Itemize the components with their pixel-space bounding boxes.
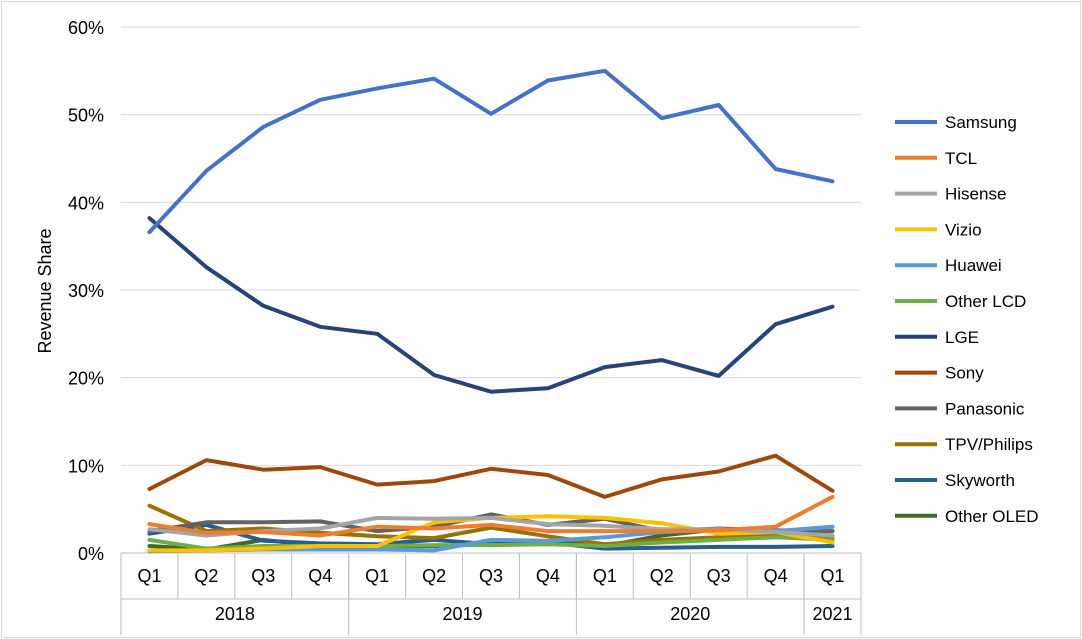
legend-label: Sony	[945, 364, 984, 383]
series-line-tpv-philips	[147, 503, 835, 547]
year-label: 2018	[215, 604, 255, 624]
y-tick-label: 10%	[68, 456, 104, 476]
series-line-sony	[147, 453, 835, 499]
legend: Samsung TCL Hisense Vizio Huawei Other LCD LGE…	[895, 113, 1039, 526]
legend-label: LGE	[945, 328, 979, 347]
legend-label: Hisense	[945, 185, 1006, 204]
x-tick-label: Q4	[308, 566, 332, 586]
x-tick-label: Q4	[764, 566, 788, 586]
y-tick-label: 0%	[78, 544, 104, 564]
x-tick-label: Q3	[251, 566, 275, 586]
y-tick-label: 60%	[68, 18, 104, 38]
x-tick-label: Q2	[650, 566, 674, 586]
y-axis-label: Revenue Share	[35, 228, 55, 353]
x-tick-label: Q1	[593, 566, 617, 586]
legend-label: Huawei	[945, 256, 1002, 275]
legend-label: Other LCD	[945, 292, 1026, 311]
y-axis: 0% 10% 20% 30% 40% 50% 60%	[68, 18, 104, 564]
legend-label: Other OLED	[945, 507, 1039, 526]
year-label: 2021	[813, 604, 853, 624]
x-tick-label: Q2	[194, 566, 218, 586]
x-tick-label: Q4	[536, 566, 560, 586]
x-tick-label: Q2	[422, 566, 446, 586]
series-line-lge	[147, 216, 835, 394]
y-tick-label: 20%	[68, 369, 104, 389]
legend-label: Vizio	[945, 220, 982, 239]
legend-label: Samsung	[945, 113, 1017, 132]
x-axis: 2018 2019 2020 2021 Q1 Q2 Q3 Q4 Q1 Q2 Q3 Q4 Q1 Q2 Q3 Q4…	[120, 552, 862, 635]
x-tick-label: Q3	[479, 566, 503, 586]
x-tick-label: Q1	[821, 566, 845, 586]
legend-label: Skyworth	[945, 471, 1015, 490]
x-tick-label: Q1	[137, 566, 161, 586]
y-tick-label: 30%	[68, 281, 104, 301]
y-tick-label: 40%	[68, 193, 104, 213]
legend-label: Panasonic	[945, 399, 1025, 418]
y-tick-label: 50%	[68, 106, 104, 126]
x-tick-label: Q1	[365, 566, 389, 586]
year-label: 2019	[443, 604, 483, 624]
series-line-other-lcd	[147, 535, 835, 551]
gridlines	[121, 26, 861, 466]
legend-label: TPV/Philips	[945, 435, 1033, 454]
series-line-samsung	[147, 68, 835, 235]
series-line-tcl	[147, 494, 835, 538]
series-lines	[147, 68, 835, 554]
legend-label: TCL	[945, 149, 977, 168]
year-label: 2020	[670, 604, 710, 624]
x-tick-label: Q3	[707, 566, 731, 586]
